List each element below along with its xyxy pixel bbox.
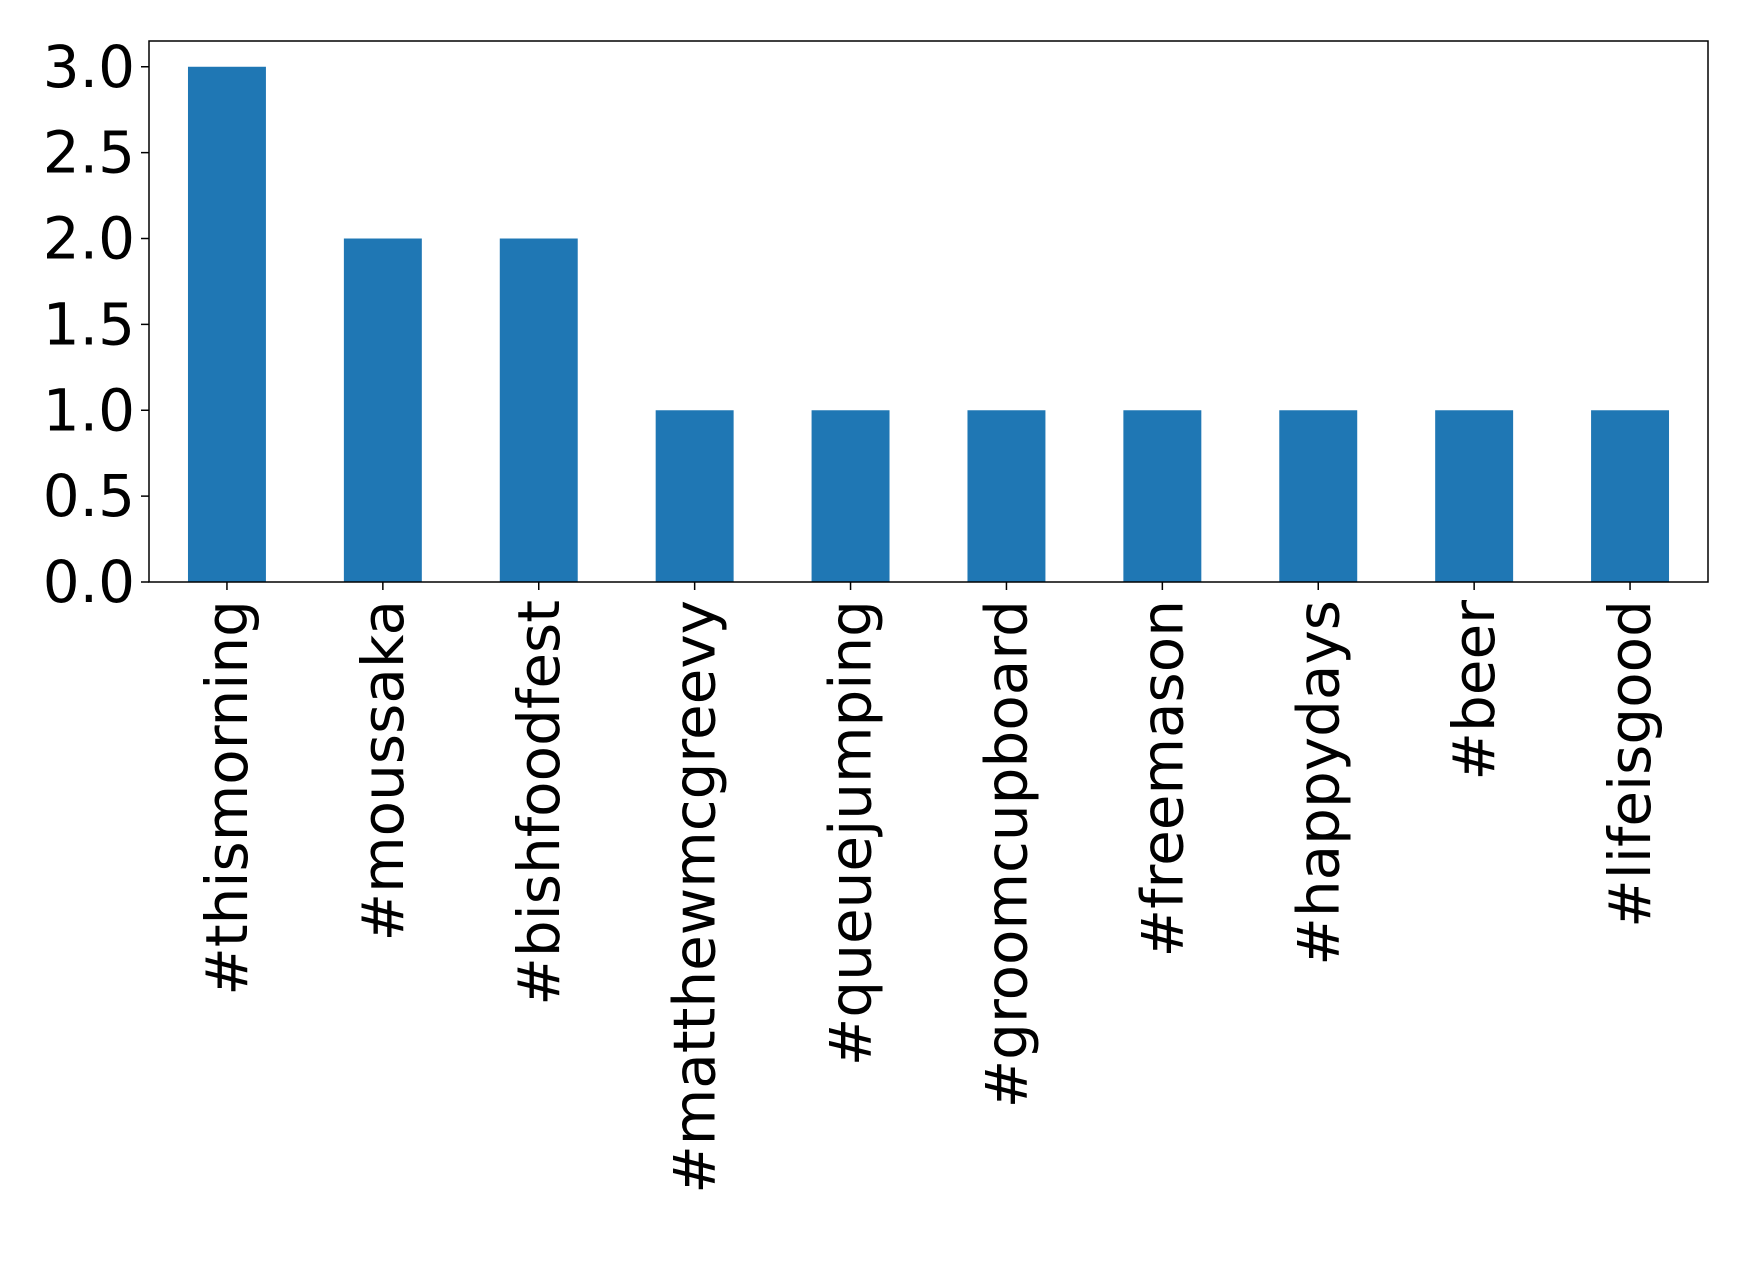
bar — [343, 238, 422, 582]
bar — [1279, 410, 1358, 582]
bar — [811, 410, 890, 582]
bar — [1435, 410, 1514, 582]
y-tick-label: 1.5 — [43, 290, 135, 358]
y-tick-label: 0.5 — [43, 462, 135, 530]
x-tick-label: #bishfoodfest — [505, 600, 573, 1006]
y-tick-label: 3.0 — [43, 33, 135, 101]
x-tick-label: #freemason — [1128, 600, 1196, 957]
x-tick-label: #lifeisgood — [1596, 600, 1664, 928]
y-tick-label: 0.0 — [43, 548, 135, 616]
bar — [1123, 410, 1202, 582]
bar — [1591, 410, 1670, 582]
bar — [967, 410, 1046, 582]
y-tick-label: 1.0 — [43, 376, 135, 444]
y-tick-label: 2.0 — [43, 205, 135, 273]
bar — [187, 66, 266, 582]
x-tick-label: #queuejumping — [817, 600, 885, 1066]
bar — [499, 238, 578, 582]
x-tick-label: #beer — [1440, 600, 1508, 781]
bar — [655, 410, 734, 582]
x-tick-label: #moussaka — [349, 600, 417, 941]
x-tick-label: #groomcupboard — [972, 600, 1040, 1108]
x-tick-label: #thismorning — [193, 600, 261, 996]
plot-frame — [148, 40, 1709, 583]
y-tick-label: 2.5 — [43, 119, 135, 187]
x-tick-label: #matthewmcgreevy — [661, 600, 729, 1194]
x-tick-label: #happydays — [1284, 600, 1352, 966]
